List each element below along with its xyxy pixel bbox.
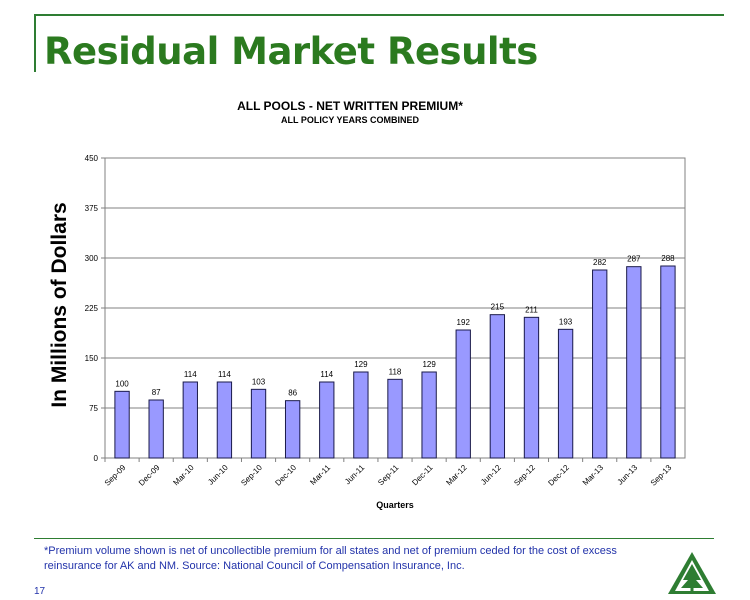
bar [421, 371, 437, 459]
y-tick-label: 150 [85, 354, 99, 363]
x-tick-label: Dec-09 [137, 463, 162, 488]
data-label: 118 [389, 367, 402, 376]
x-tick-label: Sep-13 [649, 463, 674, 488]
bar [660, 265, 676, 459]
data-label: 100 [115, 379, 129, 388]
data-label: 86 [288, 389, 297, 398]
bar [626, 266, 642, 459]
bar [455, 329, 471, 459]
x-tick-label: Dec-10 [273, 463, 298, 488]
x-axis-ticks: Sep-09 Dec-09 Mar-10 Jun-10 Sep-10 Dec-10 Mar-… [103, 458, 674, 488]
x-tick-label: Dec-12 [546, 463, 571, 488]
bar [148, 399, 164, 459]
bar [489, 314, 506, 459]
footnote: *Premium volume shown is net of uncollec… [44, 545, 617, 572]
x-tick-label: Jun-12 [479, 463, 503, 487]
x-tick-label: Mar-11 [308, 463, 332, 487]
x-tick-label: Jun-11 [343, 463, 367, 487]
y-tick-label: 300 [85, 254, 99, 263]
title-accent-vertical-rule [34, 14, 36, 72]
chart-title: ALL POOLS - NET WRITTEN PREMIUM* [237, 99, 463, 113]
data-label: 114 [320, 370, 333, 379]
slide-title: Residual Market Results [44, 30, 538, 73]
x-tick-label: Jun-10 [206, 463, 230, 487]
data-label: 211 [525, 305, 538, 314]
y-tick-label: 0 [94, 454, 99, 463]
data-label: 114 [184, 370, 197, 379]
x-tick-label: Sep-09 [103, 463, 128, 488]
y-axis-ticks: 0 75 150 225 300 375 450 [85, 154, 105, 463]
data-label: 288 [661, 254, 675, 263]
x-tick-label: Jun-13 [616, 463, 640, 487]
data-label: 87 [152, 388, 161, 397]
data-label: 192 [457, 318, 471, 327]
x-tick-label: Sep-12 [512, 463, 537, 488]
y-tick-label: 450 [85, 154, 99, 163]
title-accent-horizontal-rule [34, 14, 724, 16]
x-axis-label: Quarters [376, 500, 414, 510]
bar [182, 381, 198, 459]
bar [387, 378, 403, 459]
bar [319, 381, 335, 459]
x-tick-label: Dec-11 [410, 463, 435, 488]
data-label: 114 [218, 370, 231, 379]
bar [353, 371, 369, 459]
data-label: 193 [559, 317, 573, 326]
bar [284, 400, 301, 459]
data-label: 103 [252, 377, 266, 386]
footer-rule [34, 538, 714, 539]
gridlines [105, 157, 685, 409]
bar [557, 328, 574, 459]
y-tick-label: 225 [85, 304, 99, 313]
x-tick-label: Mar-12 [444, 463, 469, 488]
y-tick-label: 75 [89, 404, 98, 413]
data-label: 215 [491, 303, 505, 312]
tree-logo-icon [668, 552, 716, 594]
bar [250, 388, 267, 459]
data-label: 129 [422, 360, 436, 369]
x-tick-label: Mar-13 [581, 463, 606, 488]
bar [216, 381, 233, 459]
chart-subtitle: ALL POLICY YEARS COMBINED [280, 115, 420, 125]
data-label: 129 [354, 360, 368, 369]
data-label: 282 [593, 258, 607, 267]
bar [592, 269, 608, 459]
x-tick-label: Sep-10 [239, 463, 264, 488]
bar [523, 316, 540, 459]
y-tick-label: 375 [85, 204, 99, 213]
x-tick-label: Mar-10 [171, 463, 196, 488]
bar [114, 390, 130, 459]
bars: 100 87 114 114 103 86 114 129 118 129 192 215 211 193… [114, 254, 676, 459]
data-label: 287 [627, 255, 641, 264]
x-tick-label: Sep-11 [376, 463, 401, 488]
page-number: 17 [34, 586, 46, 597]
